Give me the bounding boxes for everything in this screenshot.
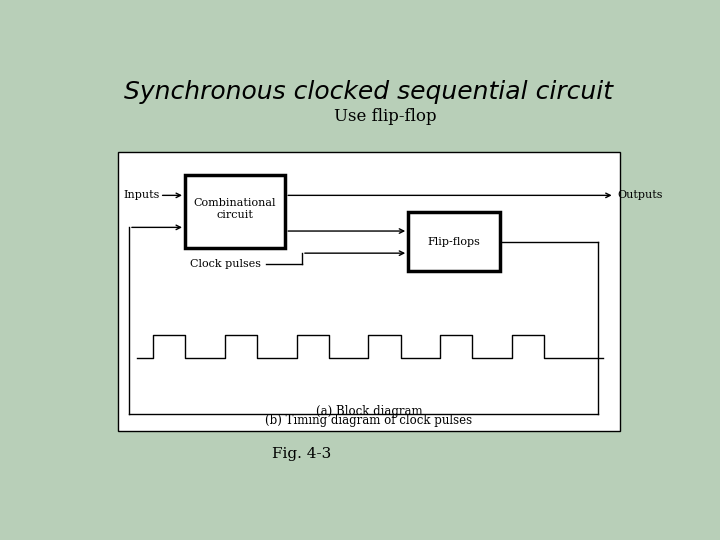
Text: Fig. 4-3: Fig. 4-3 [272, 447, 332, 461]
Text: Synchronous clocked sequential circuit: Synchronous clocked sequential circuit [125, 80, 613, 104]
Text: (a) Block diagram: (a) Block diagram [315, 406, 423, 419]
Bar [118, 152, 620, 431]
Text: Clock pulses: Clock pulses [190, 259, 261, 269]
Text: Use flip-flop: Use flip-flop [334, 109, 437, 125]
Text: Flip-flops: Flip-flops [428, 237, 480, 247]
Text: Outputs: Outputs [617, 191, 663, 200]
Text: Combinational
circuit: Combinational circuit [194, 199, 276, 220]
Bar [185, 175, 285, 248]
Text: Inputs: Inputs [124, 191, 160, 200]
Text: (b) Timing diagram of clock pulses: (b) Timing diagram of clock pulses [266, 414, 472, 427]
Bar [408, 212, 500, 271]
